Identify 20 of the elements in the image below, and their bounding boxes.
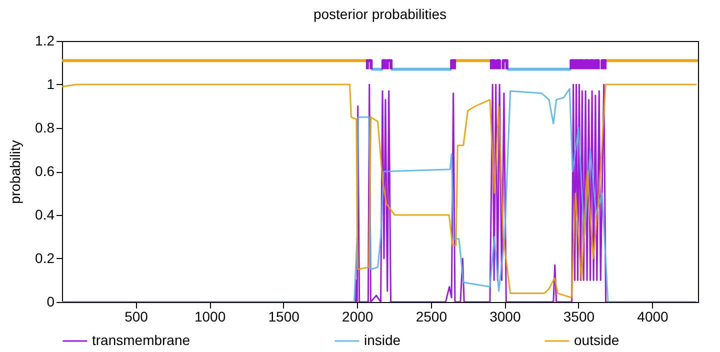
chart-title: posterior probabilities — [313, 6, 447, 22]
y-tick-label: 0.6 — [35, 163, 55, 179]
y-tick-label: 0.4 — [35, 206, 55, 222]
x-tick-label: 1000 — [194, 308, 226, 324]
x-tick-label: 2500 — [416, 308, 448, 324]
y-axis-title: probability — [7, 140, 24, 204]
x-tick-label: 500 — [124, 308, 148, 324]
y-tick-label: 0.8 — [35, 120, 55, 136]
legend-label: transmembrane — [92, 332, 190, 348]
y-tick-label: 0 — [46, 294, 55, 310]
legend-label: outside — [574, 332, 620, 348]
x-tick-label: 2000 — [342, 308, 374, 324]
x-tick-label: 1500 — [268, 308, 300, 324]
x-tick-label: 3000 — [490, 308, 521, 324]
x-tick-label: 4000 — [637, 308, 669, 324]
y-tick-label: 1 — [46, 76, 55, 92]
y-tick-label: 0.2 — [35, 250, 55, 266]
x-tick-label: 3500 — [563, 308, 595, 324]
y-tick-label: 1.2 — [35, 32, 55, 48]
legend-label: inside — [364, 332, 401, 348]
